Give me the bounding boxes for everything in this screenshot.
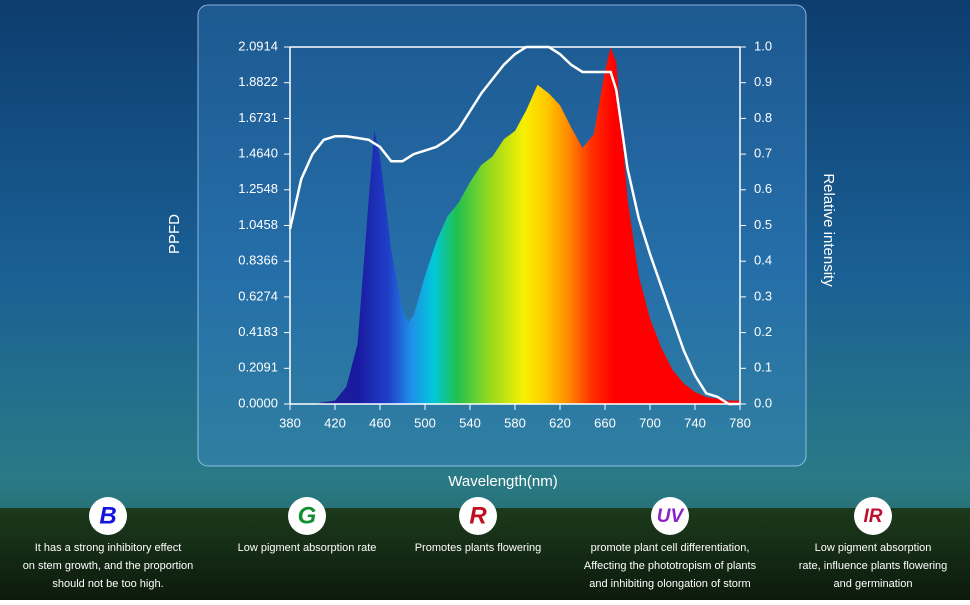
y2-tick-label: 0.2 [754,324,772,339]
feature-text: and inhibiting olongation of storm [589,578,750,590]
x-tick-label: 780 [729,415,751,430]
y-tick-label: 1.8822 [238,74,278,89]
feature-text: Promotes plants flowering [415,542,542,554]
feature-text: should not be too high. [52,578,163,590]
y2-tick-label: 0.5 [754,217,772,232]
feature-text: promote plant cell differentiation, [591,542,750,554]
x-tick-label: 660 [594,415,616,430]
feature-text: on stem growth, and the proportion [23,560,194,572]
x-tick-label: 700 [639,415,661,430]
feature-icon: B [99,502,116,529]
y-tick-label: 1.6731 [238,110,278,125]
x-tick-label: 740 [684,415,706,430]
y2-axis-label: Relative intensity [820,173,837,287]
y-tick-label: 0.6274 [238,288,278,303]
y2-tick-label: 0.4 [754,253,772,268]
x-tick-label: 540 [459,415,481,430]
spectrum-area [290,47,740,404]
y2-tick-label: 0.0 [754,395,772,410]
x-tick-label: 620 [549,415,571,430]
feature-text: rate, influence plants flowering [799,560,948,572]
feature-icon-bg [288,497,326,535]
feature-icon-bg [459,497,497,535]
y-axis-label: PPFD [166,214,183,254]
y-tick-label: 0.4183 [238,324,278,339]
feature-icon: G [298,502,317,529]
x-tick-label: 580 [504,415,526,430]
y2-tick-label: 0.6 [754,181,772,196]
y-tick-label: 1.4640 [238,146,278,161]
feature-icon: R [469,502,487,529]
x-axis-label: Wavelength(nm) [448,473,557,490]
feature-text: Affecting the phototropism of plants [584,560,757,572]
feature-icon-bg [651,497,689,535]
x-tick-label: 460 [369,415,391,430]
y-tick-label: 1.0458 [238,217,278,232]
y-tick-label: 2.0914 [238,38,278,53]
x-tick-label: 420 [324,415,346,430]
y2-tick-label: 0.3 [754,288,772,303]
feature-icon-bg [854,497,892,535]
y-tick-label: 0.2091 [238,360,278,375]
x-tick-label: 500 [414,415,436,430]
y2-tick-label: 0.7 [754,146,772,161]
y2-tick-label: 0.1 [754,360,772,375]
relative-intensity-line [288,45,740,406]
x-tick-label: 380 [279,415,301,430]
feature-icon: IR [864,506,883,527]
y-tick-label: 1.2548 [238,181,278,196]
feature-icon: UV [657,506,685,527]
feature-text: Low pigment absorption [815,542,932,554]
feature-text: It has a strong inhibitory effect [35,542,182,554]
y-tick-label: 0.8366 [238,253,278,268]
y2-tick-label: 0.8 [754,110,772,125]
y2-tick-label: 0.9 [754,74,772,89]
feature-text: Low pigment absorption rate [238,542,377,554]
y2-tick-label: 1.0 [754,38,772,53]
feature-icon-bg [89,497,127,535]
y-tick-label: 0.0000 [238,395,278,410]
feature-text: and germination [834,578,913,590]
